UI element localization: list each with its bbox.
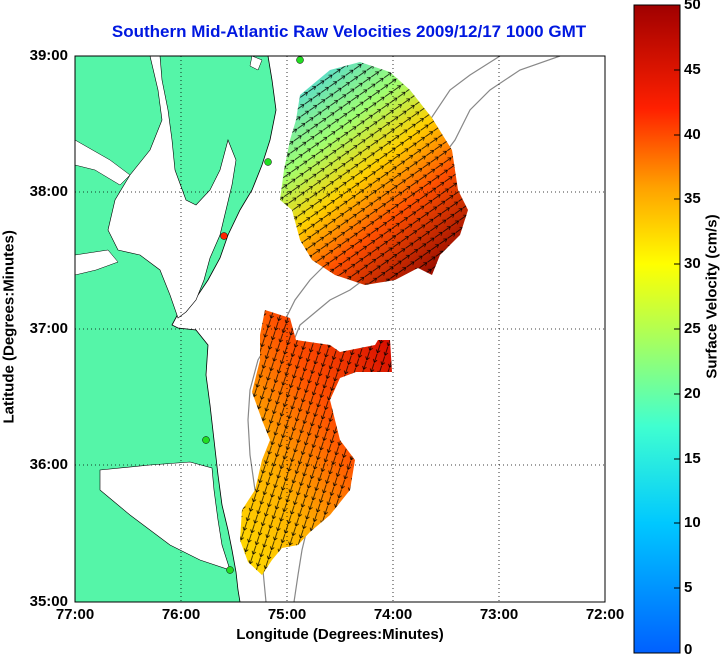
y-tick-label: 38:00 — [29, 183, 68, 200]
y-tick-label: 35:00 — [29, 593, 68, 610]
x-tick-label: 77:00 — [55, 606, 95, 623]
colorbar-ticks — [674, 4, 680, 589]
colorbar-tick-label: 25 — [684, 320, 701, 337]
colorbar-tick-label: 45 — [684, 61, 701, 78]
colorbar-tick-label: 35 — [684, 190, 701, 207]
colorbar-tick-label: 5 — [684, 579, 693, 596]
colorbar-tick-label: 40 — [684, 126, 701, 143]
colorbar-tick-label: 15 — [684, 450, 701, 467]
plot-frame — [74, 55, 606, 603]
bay-tributary — [75, 139, 131, 186]
colorbar — [633, 4, 681, 654]
y-tick-label: 39:00 — [29, 47, 68, 64]
colorbar-tick-label: 20 — [684, 385, 701, 402]
radar-station-alert — [220, 232, 228, 240]
x-tick-label: 73:00 — [479, 606, 519, 623]
colorbar-tick-label: 10 — [684, 514, 701, 531]
colorbar-tick-label: 50 — [684, 0, 701, 13]
delaware-bay — [249, 56, 263, 71]
south-velocity-vectors — [240, 310, 392, 575]
radar-station — [264, 158, 272, 166]
radar-station — [202, 436, 210, 444]
colorbar-tick-label: 30 — [684, 255, 701, 272]
colorbar-tick-label: 0 — [684, 641, 693, 658]
x-tick-label: 74:00 — [373, 606, 413, 623]
map-title: Southern Mid-Atlantic Raw Velocities 200… — [111, 22, 587, 41]
gridlines — [75, 56, 605, 602]
radar-station — [296, 56, 304, 64]
bay-tributary — [75, 249, 119, 276]
chesapeake-bay — [107, 56, 237, 319]
x-tick-label: 76:00 — [161, 606, 201, 623]
x-tick-label: 75:00 — [267, 606, 307, 623]
y-tick-label: 37:00 — [29, 320, 68, 337]
y-tick-label: 36:00 — [29, 456, 68, 473]
north-velocity-vectors — [280, 62, 468, 285]
x-tick-label: 72:00 — [585, 606, 625, 623]
x-axis-label: Longitude (Degrees:Minutes) — [236, 626, 444, 643]
radar-station — [226, 566, 234, 574]
colorbar-label: Surface Velocity (cm/s) — [703, 214, 721, 379]
